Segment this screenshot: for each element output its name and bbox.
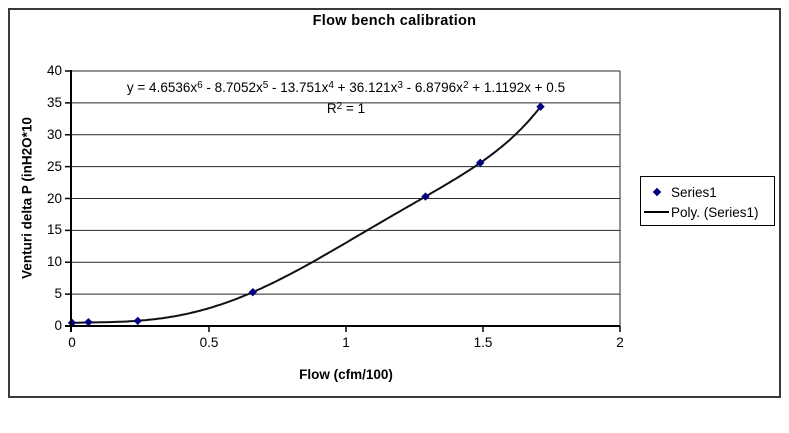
x-tick-label: 1 — [342, 335, 350, 350]
exponent: 5 — [262, 79, 269, 91]
chart-title: Flow bench calibration — [312, 13, 477, 29]
x-tick-label: 0.5 — [199, 335, 219, 350]
x-axis-title: Flow (cfm/100) — [299, 367, 393, 382]
y-tick-label: 30 — [46, 126, 62, 142]
trendline-sample-icon — [644, 211, 669, 213]
y-tick-label: 15 — [46, 222, 62, 238]
legend: Series1 Poly. (Series1) — [640, 176, 775, 226]
y-tick-label: 25 — [46, 158, 62, 174]
x-tick-label: 2 — [616, 335, 624, 350]
r-squared-label: R2 = 1 — [326, 100, 366, 117]
exponent: 3 — [397, 79, 403, 91]
y-tick-label: 5 — [54, 286, 62, 302]
diamond-marker-icon — [652, 187, 662, 197]
legend-entry-poly: Poly. (Series1) — [641, 202, 774, 222]
y-tick-label: 35 — [46, 94, 62, 110]
legend-entry-series1: Series1 — [641, 182, 774, 202]
exponent: 4 — [328, 79, 334, 91]
exponent: 2 — [462, 79, 469, 91]
legend-label-series1: Series1 — [671, 184, 717, 200]
exponent: 2 — [336, 100, 343, 112]
trendline-equation: y = 4.6536x6 - 8.7052x5 - 13.751x4 + 36.… — [126, 79, 566, 96]
y-tick-label: 20 — [46, 190, 62, 206]
y-tick-label: 0 — [54, 318, 62, 333]
y-tick-label: 10 — [46, 254, 62, 270]
x-tick-label: 0 — [68, 335, 76, 350]
exponent: 6 — [197, 79, 203, 91]
x-tick-label: 1.5 — [473, 335, 493, 350]
y-tick-label: 40 — [46, 63, 62, 78]
legend-label-poly: Poly. (Series1) — [671, 204, 759, 220]
